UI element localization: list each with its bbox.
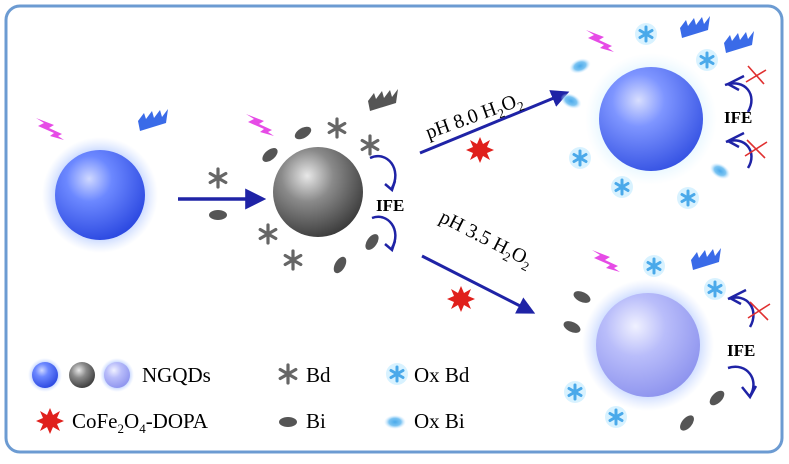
legend: NGQDs Bd Ox Bd CoFe2O4-DOPA Bi Ox Bi bbox=[28, 358, 470, 436]
legend-ox-bi-label: Ox Bi bbox=[414, 409, 465, 433]
blocked-cross-icon bbox=[745, 65, 767, 85]
branch-arrow-top bbox=[419, 90, 570, 155]
ox-bd-asterisk-icon bbox=[694, 47, 720, 73]
ox-bd-asterisk-icon bbox=[603, 404, 629, 430]
ngqd-sphere-partial bbox=[582, 279, 714, 411]
ife-label-bottom-right: IFE bbox=[727, 341, 755, 360]
legend-ox-bd-label: Ox Bd bbox=[414, 363, 470, 387]
ox-bd-asterisk-icon bbox=[675, 185, 701, 211]
legend-bi-icon bbox=[279, 417, 297, 427]
ngqd-sphere-quenched bbox=[273, 147, 363, 237]
blocked-cross-icon bbox=[747, 301, 771, 321]
ife-label-top-right: IFE bbox=[724, 108, 752, 127]
ngqd-sphere-initial bbox=[42, 137, 158, 253]
ngqd-sphere-restored bbox=[585, 53, 717, 185]
ox-bd-asterisk-icon bbox=[609, 174, 635, 200]
bi-oval-icon bbox=[209, 210, 227, 220]
ox-bd-asterisk-icon bbox=[562, 379, 588, 405]
legend-bi-label: Bi bbox=[306, 409, 326, 433]
ife-label-left: IFE bbox=[376, 196, 404, 215]
legend-ox-bd-icon bbox=[384, 361, 410, 387]
legend-cofe-label: CoFe2O4-DOPA bbox=[72, 409, 209, 436]
legend-bd-label: Bd bbox=[306, 363, 331, 387]
ox-bd-asterisk-icon bbox=[702, 276, 728, 302]
branch-arrow-bottom bbox=[421, 254, 536, 314]
legend-ngqds-swatches bbox=[28, 358, 134, 392]
blocked-cross-icon bbox=[744, 139, 768, 159]
ox-bd-asterisk-icon bbox=[633, 21, 659, 47]
ox-bd-asterisk-icon bbox=[641, 253, 667, 279]
legend-ngqds-label: NGQDs bbox=[142, 363, 211, 387]
ox-bd-asterisk-icon bbox=[567, 145, 593, 171]
legend-ox-bi-icon bbox=[384, 415, 406, 429]
